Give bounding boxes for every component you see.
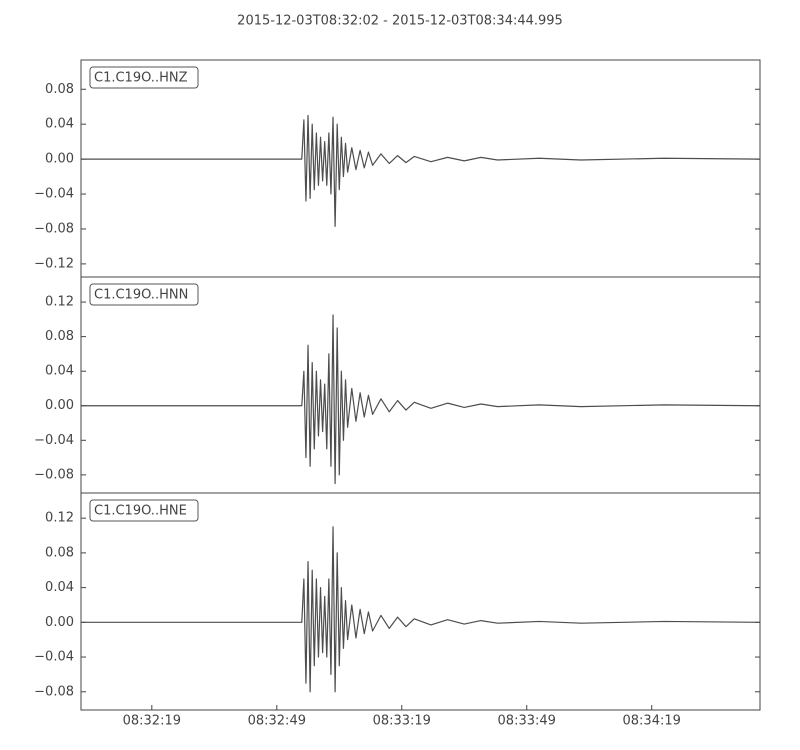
y-tick-label: −0.12 bbox=[34, 256, 74, 271]
legend-box bbox=[89, 66, 199, 89]
y-tick-label: 0.08 bbox=[45, 545, 74, 560]
y-tick-label: 0.08 bbox=[45, 82, 74, 97]
x-tick-label: 08:33:19 bbox=[373, 714, 431, 729]
y-tick-label: −0.08 bbox=[34, 467, 74, 482]
y-tick-label: 0.12 bbox=[45, 295, 74, 310]
x-tick-label: 08:32:19 bbox=[123, 714, 181, 729]
y-tick-label: −0.08 bbox=[34, 684, 74, 699]
y-tick-label: −0.04 bbox=[34, 433, 74, 448]
y-tick-label: −0.04 bbox=[34, 650, 74, 665]
x-tick-label: 08:32:49 bbox=[248, 714, 306, 729]
y-tick-label: 0.12 bbox=[45, 511, 74, 526]
chart-title: 2015-12-03T08:32:02 - 2015-12-03T08:34:4… bbox=[237, 14, 563, 29]
legend-label: C1.C19O..HNN bbox=[94, 288, 188, 303]
x-tick-label: 08:33:49 bbox=[498, 714, 556, 729]
plot-frame bbox=[80, 492, 761, 711]
y-tick-label: 0.00 bbox=[45, 152, 74, 167]
legend-label: C1.C19O..HNZ bbox=[94, 71, 188, 86]
y-tick-label: −0.08 bbox=[34, 221, 74, 236]
y-tick-label: 0.08 bbox=[45, 329, 74, 344]
y-tick-label: 0.04 bbox=[45, 580, 74, 595]
y-tick-label: 0.04 bbox=[45, 364, 74, 379]
waveform bbox=[81, 526, 761, 693]
y-tick-label: 0.00 bbox=[45, 398, 74, 413]
waveform bbox=[81, 114, 761, 227]
legend-label: C1.C19O..HNE bbox=[94, 504, 187, 519]
x-tick-label: 08:34:19 bbox=[623, 714, 681, 729]
legend-box bbox=[89, 499, 199, 522]
legend-box bbox=[89, 283, 199, 306]
y-tick-label: −0.04 bbox=[34, 187, 74, 202]
y-tick-label: 0.04 bbox=[45, 117, 74, 132]
y-tick-label: 0.00 bbox=[45, 615, 74, 630]
waveform bbox=[81, 314, 761, 485]
